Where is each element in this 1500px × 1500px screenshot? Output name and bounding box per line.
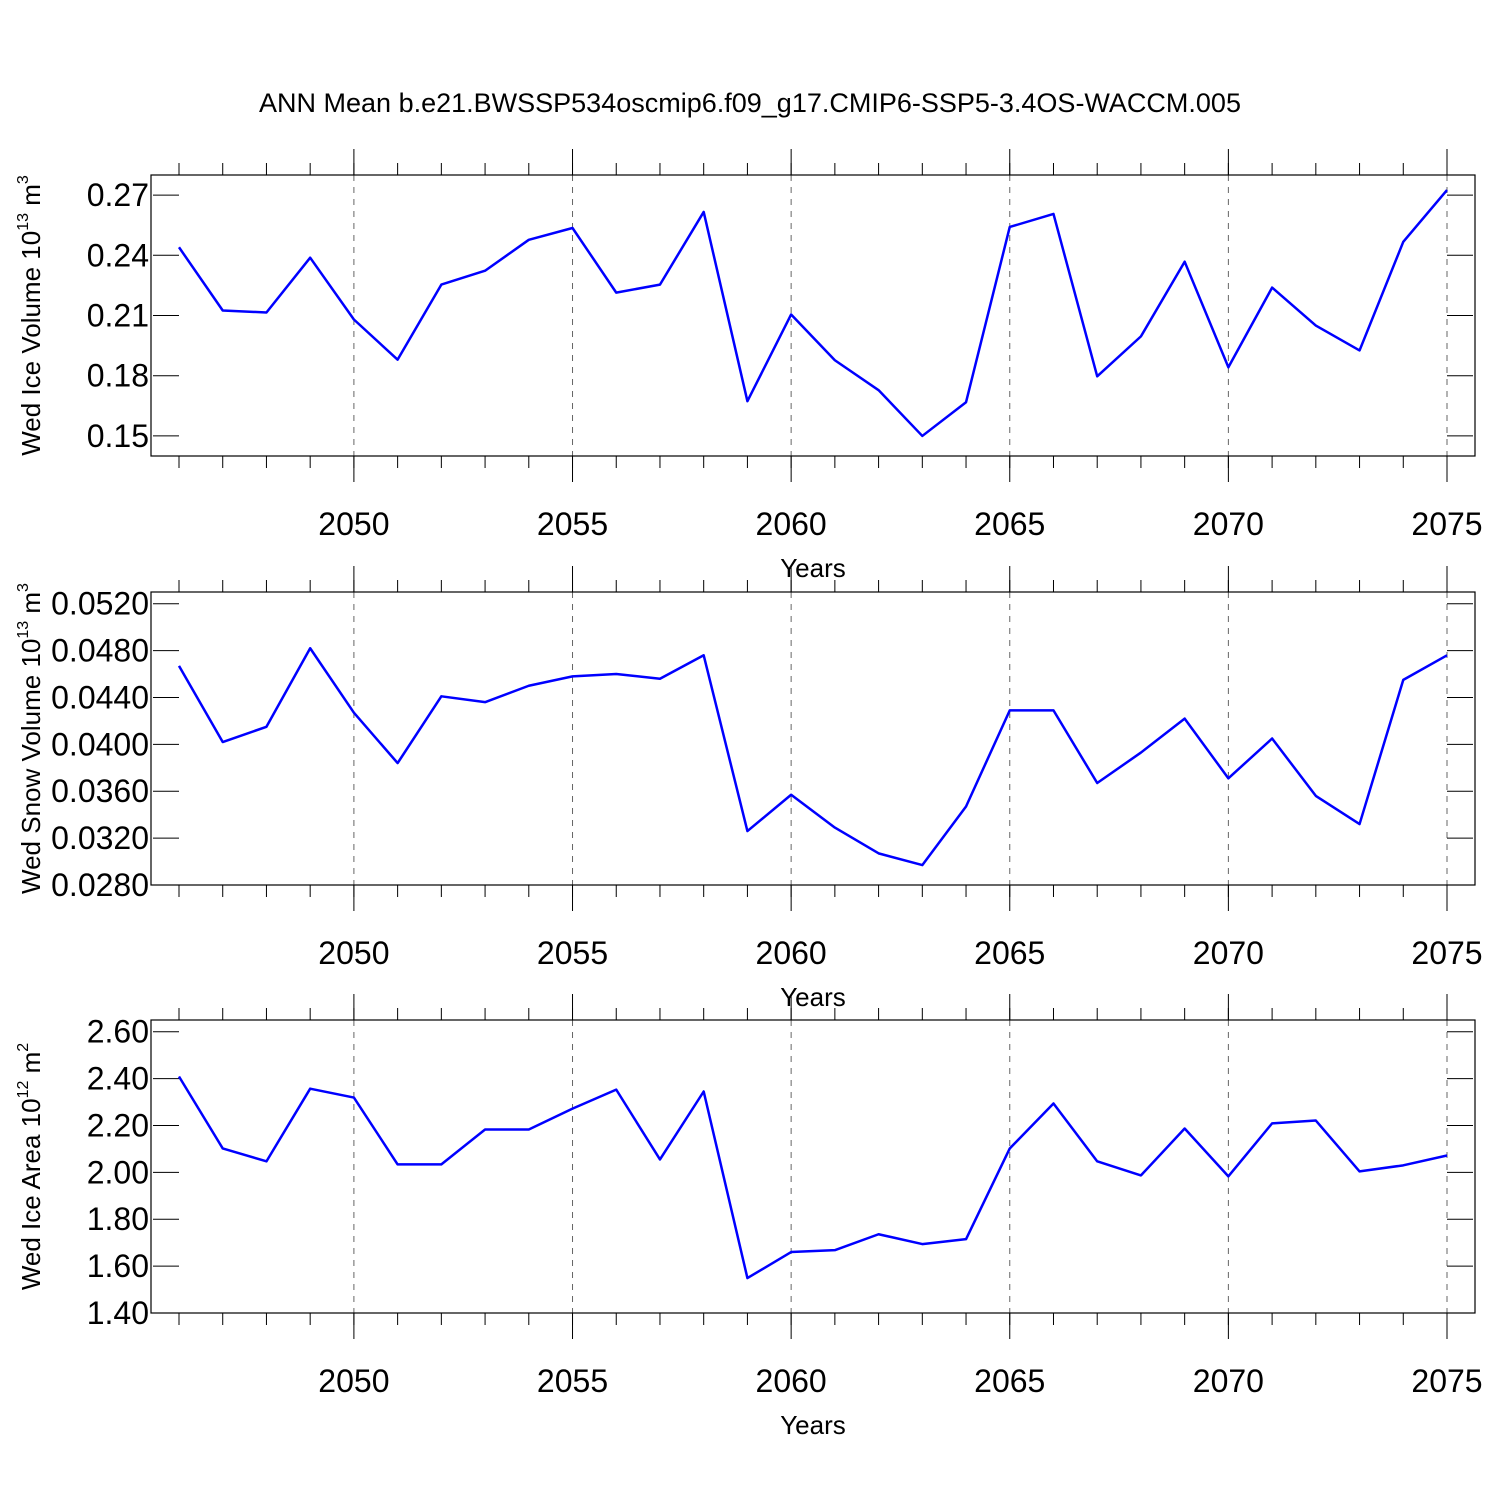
x-tick-label: 2050 <box>318 1363 389 1399</box>
y-tick-label: 0.24 <box>87 237 149 273</box>
x-tick-label: 2050 <box>318 506 389 542</box>
x-tick-label: 2070 <box>1193 506 1264 542</box>
data-line <box>177 189 1448 438</box>
y-tick-label: 2.60 <box>87 1014 149 1050</box>
x-tick-label: 2060 <box>756 1363 827 1399</box>
y-tick-label: 0.0320 <box>51 820 149 856</box>
chart-title: ANN Mean b.e21.BWSSP534oscmip6.f09_g17.C… <box>259 88 1241 118</box>
y-label-text: Wed Snow Volume 10 <box>16 639 46 894</box>
y-axis-label: Wed Ice Area 1012 m2 <box>15 1043 46 1290</box>
data-line <box>177 1075 1448 1280</box>
y-label-exponent: 13 <box>15 621 32 639</box>
x-axis-label: Years <box>780 982 846 1012</box>
x-tick-label: 2055 <box>537 506 608 542</box>
y-tick-label: 1.80 <box>87 1201 149 1237</box>
x-tick-label: 2050 <box>318 935 389 971</box>
y-tick-label: 0.0360 <box>51 773 149 809</box>
y-label-unit-exponent: 3 <box>15 583 32 592</box>
y-tick-label: 0.0440 <box>51 679 149 715</box>
plot-frame <box>150 591 1476 886</box>
x-tick-label: 2055 <box>537 935 608 971</box>
x-tick-label: 2055 <box>537 1363 608 1399</box>
y-label-unit-exponent: 3 <box>15 175 32 184</box>
x-tick-label: 2070 <box>1193 935 1264 971</box>
x-tick-label: 2065 <box>974 1363 1045 1399</box>
y-tick-label: 0.0520 <box>51 586 149 622</box>
y-tick-label: 2.40 <box>87 1061 149 1097</box>
x-tick-label: 2060 <box>756 935 827 971</box>
y-tick-label: 0.0480 <box>51 633 149 669</box>
y-tick-label: 2.20 <box>87 1107 149 1143</box>
x-tick-label: 2060 <box>756 506 827 542</box>
y-label-unit: m <box>16 184 46 213</box>
plot-frame <box>150 1019 1476 1314</box>
x-axis-label: Years <box>780 553 846 583</box>
y-label-exponent: 12 <box>15 1081 32 1099</box>
y-tick-label: 1.40 <box>87 1295 149 1331</box>
y-label-unit: m <box>16 1052 46 1081</box>
y-tick-label: 0.18 <box>87 358 149 394</box>
x-tick-label: 2075 <box>1411 506 1482 542</box>
y-tick-label: 0.15 <box>87 418 149 454</box>
y-tick-label: 0.0280 <box>51 867 149 903</box>
x-tick-label: 2065 <box>974 506 1045 542</box>
data-line <box>177 647 1448 867</box>
plot-frame <box>150 174 1476 457</box>
y-label-unit-exponent: 2 <box>15 1043 32 1052</box>
x-tick-label: 2070 <box>1193 1363 1264 1399</box>
y-tick-label: 0.27 <box>87 177 149 213</box>
y-tick-label: 0.21 <box>87 298 149 334</box>
y-tick-label: 2.00 <box>87 1154 149 1190</box>
y-label-exponent: 13 <box>15 213 32 231</box>
y-label-text: Wed Ice Volume 10 <box>16 231 46 456</box>
x-tick-label: 2075 <box>1411 935 1482 971</box>
x-tick-label: 2075 <box>1411 1363 1482 1399</box>
y-axis-label: Wed Snow Volume 1013 m3 <box>15 583 46 894</box>
x-axis-label: Years <box>780 1410 846 1440</box>
y-tick-label: 1.60 <box>87 1248 149 1284</box>
y-label-unit: m <box>16 592 46 621</box>
y-tick-label: 0.0400 <box>51 726 149 762</box>
y-label-text: Wed Ice Area 10 <box>16 1098 46 1290</box>
y-axis-label: Wed Ice Volume 1013 m3 <box>15 175 46 456</box>
x-tick-label: 2065 <box>974 935 1045 971</box>
